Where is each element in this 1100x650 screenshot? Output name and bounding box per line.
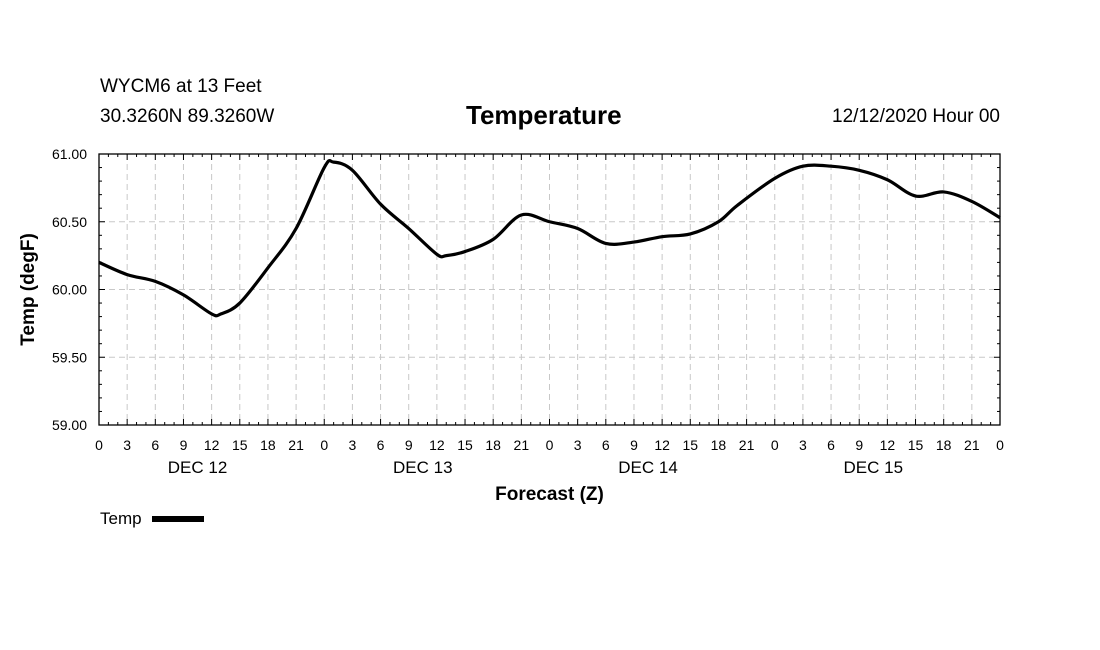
legend-label: Temp [100, 509, 142, 528]
x-tick-label: 15 [682, 437, 698, 453]
x-tick-label: 12 [429, 437, 445, 453]
x-tick-label: 21 [514, 437, 530, 453]
x-tick-label: 0 [996, 437, 1004, 453]
x-tick-label: 0 [546, 437, 554, 453]
x-tick-label: 9 [630, 437, 638, 453]
y-tick-label: 61.00 [52, 146, 87, 162]
x-tick-label: 3 [574, 437, 582, 453]
coordinates-label: 30.3260N 89.3260W [100, 106, 275, 127]
x-tick-label: 15 [908, 437, 924, 453]
plot-frame [98, 153, 1001, 426]
x-tick-label: 18 [485, 437, 501, 453]
x-tick-label: 18 [936, 437, 952, 453]
chart-title: Temperature [466, 100, 622, 130]
x-tick-label: 9 [405, 437, 413, 453]
x-tick-label: 3 [123, 437, 131, 453]
x-tick-label: 6 [827, 437, 835, 453]
x-tick-label: 12 [654, 437, 670, 453]
x-tick-label: 6 [151, 437, 159, 453]
x-tick-label: 0 [95, 437, 103, 453]
day-label: DEC 13 [393, 458, 453, 477]
y-tick-label: 60.00 [52, 282, 87, 298]
day-label: DEC 12 [168, 458, 228, 477]
day-label: DEC 14 [618, 458, 678, 477]
timestamp-label: 12/12/2020 Hour 00 [832, 106, 1000, 127]
y-axis-label: Temp (degF) [18, 233, 39, 346]
legend-swatch [151, 516, 204, 522]
legend: Temp [100, 509, 204, 529]
x-tick-label: 21 [964, 437, 980, 453]
y-tick-label: 59.50 [52, 349, 87, 365]
y-tick-label: 60.50 [52, 214, 87, 230]
x-tick-label: 15 [457, 437, 473, 453]
x-tick-label: 9 [855, 437, 863, 453]
x-tick-label: 18 [260, 437, 276, 453]
x-tick-label: 21 [739, 437, 755, 453]
x-tick-label: 3 [799, 437, 807, 453]
y-tick-label: 59.00 [52, 417, 87, 433]
x-tick-label: 12 [880, 437, 896, 453]
x-tick-label: 0 [320, 437, 328, 453]
temp-series-line [98, 158, 1001, 318]
x-tick-label: 0 [771, 437, 779, 453]
x-tick-label: 3 [349, 437, 357, 453]
x-tick-label: 6 [377, 437, 385, 453]
x-tick-label: 12 [204, 437, 220, 453]
x-axis-label: Forecast (Z) [495, 484, 604, 505]
x-tick-label: 21 [288, 437, 304, 453]
x-tick-label: 9 [180, 437, 188, 453]
station-label: WYCM6 at 13 Feet [100, 76, 262, 97]
x-tick-label: 6 [602, 437, 610, 453]
x-tick-label: 15 [232, 437, 248, 453]
day-label: DEC 15 [844, 458, 904, 477]
x-tick-label: 18 [711, 437, 727, 453]
